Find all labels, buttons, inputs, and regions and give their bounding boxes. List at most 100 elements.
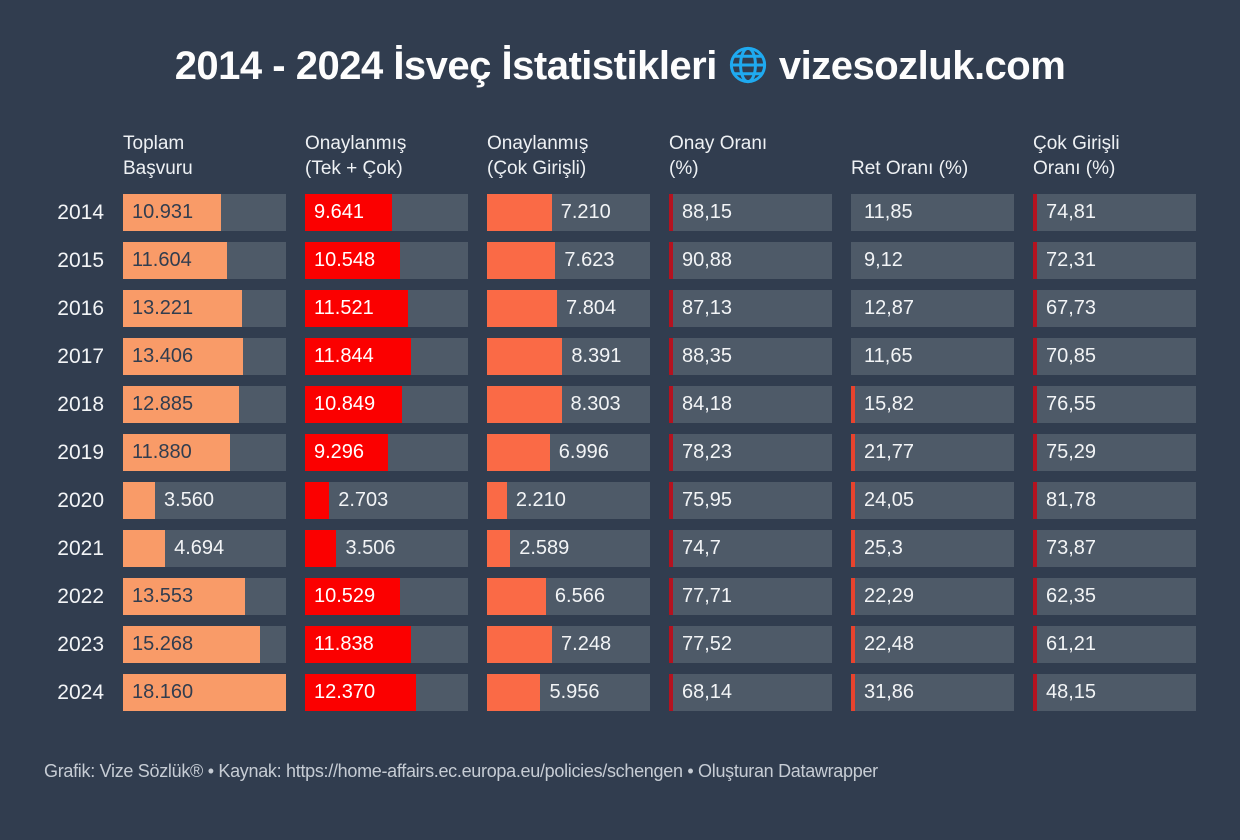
table-row: 2019 11.880 9.296 6.996 78,23 21,77 75,29 — [44, 434, 1196, 471]
percent-cell-onay-orani: 68,14 — [669, 674, 832, 711]
value-label: 8.303 — [570, 393, 621, 415]
percent-label: 15,82 — [864, 393, 915, 415]
bar-cell-toplam-basvuru: 13.553 — [123, 578, 286, 615]
bar-cell-onaylanmis-cok-girisli: 8.303 — [487, 386, 650, 423]
threshold-tick — [851, 530, 855, 567]
value-bar — [487, 674, 541, 711]
table-body: 2014 10.931 9.641 7.210 88,15 11,85 74,81 2015 1… — [44, 194, 1196, 722]
value-label: 7.804 — [566, 297, 617, 319]
percent-label: 90,88 — [682, 249, 733, 271]
bar-cell-onaylanmis-tek-cok: 11.838 — [305, 626, 468, 663]
percent-cell-ret-orani: 21,77 — [851, 434, 1014, 471]
percent-label: 11,85 — [864, 201, 913, 223]
bar-cell-onaylanmis-cok-girisli: 5.956 — [487, 674, 650, 711]
table-row: 2022 13.553 10.529 6.566 77,71 22,29 62,35 — [44, 578, 1196, 615]
table-header-row: Toplam Başvuru Onaylanmış (Tek + Çok) Onay… — [44, 131, 1196, 185]
bar-cell-onaylanmis-cok-girisli: 7.804 — [487, 290, 650, 327]
value-label: 18.160 — [132, 681, 194, 703]
value-bar — [487, 338, 563, 375]
value-bar — [487, 530, 511, 567]
table-row: 2021 4.694 3.506 2.589 74,7 25,3 73,87 — [44, 530, 1196, 567]
percent-cell-onay-orani: 88,15 — [669, 194, 832, 231]
value-bar — [123, 674, 286, 711]
year-label: 2016 — [57, 297, 104, 320]
year-label: 2017 — [57, 345, 104, 368]
percent-label: 9,12 — [864, 249, 903, 271]
percent-label: 12,87 — [864, 297, 915, 319]
value-bar — [123, 242, 228, 279]
percent-cell-ret-orani: 22,29 — [851, 578, 1014, 615]
bar-cell-onaylanmis-cok-girisli: 7.623 — [487, 242, 650, 279]
bar-cell-onaylanmis-tek-cok: 9.641 — [305, 194, 468, 231]
bar-cell-onaylanmis-tek-cok: 2.703 — [305, 482, 468, 519]
percent-cell-cok-girisli-orani: 74,81 — [1033, 194, 1196, 231]
value-label: 7.248 — [561, 633, 612, 655]
percent-label: 72,31 — [1046, 249, 1097, 271]
table-row: 2024 18.160 12.370 5.956 68,14 31,86 48,15 — [44, 674, 1196, 711]
percent-cell-onay-orani: 78,23 — [669, 434, 832, 471]
bar-cell-onaylanmis-cok-girisli: 7.248 — [487, 626, 650, 663]
threshold-tick — [851, 578, 855, 615]
value-label: 11.880 — [132, 441, 192, 463]
value-bar — [123, 194, 222, 231]
value-bar — [305, 290, 409, 327]
value-bar — [305, 386, 403, 423]
value-bar — [487, 386, 562, 423]
title-part-1: 2014 - 2024 İsveç İstatistikleri — [174, 44, 718, 88]
bar-cell-onaylanmis-tek-cok: 12.370 — [305, 674, 468, 711]
percent-cell-ret-orani: 31,86 — [851, 674, 1014, 711]
percent-label: 81,78 — [1046, 489, 1097, 511]
column-header-ret-orani: Ret Oranı (%) — [851, 158, 969, 179]
percent-label: 62,35 — [1046, 585, 1097, 607]
value-label: 13.553 — [132, 585, 194, 607]
value-bar — [123, 434, 230, 471]
threshold-tick — [1033, 434, 1037, 471]
bar-cell-onaylanmis-tek-cok: 10.548 — [305, 242, 468, 279]
value-label: 6.996 — [558, 441, 609, 463]
value-label: 5.956 — [549, 681, 600, 703]
value-bar — [123, 482, 155, 519]
footer-attribution: Grafik: Vize Sözlük® • Kaynak: https://h… — [44, 761, 878, 781]
year-label: 2021 — [57, 537, 104, 560]
bar-cell-toplam-basvuru: 18.160 — [123, 674, 286, 711]
bar-cell-onaylanmis-tek-cok: 3.506 — [305, 530, 468, 567]
percent-cell-cok-girisli-orani: 81,78 — [1033, 482, 1196, 519]
threshold-tick — [851, 434, 855, 471]
percent-cell-ret-orani: 9,12 — [851, 242, 1014, 279]
percent-label: 61,21 — [1046, 633, 1097, 655]
percent-label: 67,73 — [1046, 297, 1097, 319]
bar-cell-onaylanmis-cok-girisli: 2.589 — [487, 530, 650, 567]
title-part-2: vizesozluk.com — [778, 44, 1066, 88]
value-bar — [123, 290, 242, 327]
year-label: 2018 — [57, 393, 104, 416]
threshold-tick — [669, 290, 673, 327]
value-bar — [305, 242, 400, 279]
value-label: 11.604 — [132, 249, 192, 271]
globe-icon — [727, 44, 769, 96]
threshold-tick — [1033, 242, 1037, 279]
percent-cell-cok-girisli-orani: 61,21 — [1033, 626, 1196, 663]
value-bar — [487, 290, 558, 327]
value-label: 2.703 — [338, 489, 389, 511]
percent-label: 77,71 — [682, 585, 733, 607]
value-label: 2.589 — [519, 537, 570, 559]
year-label: 2019 — [57, 441, 104, 464]
value-label: 9.641 — [314, 201, 365, 223]
bar-cell-toplam-basvuru: 10.931 — [123, 194, 286, 231]
value-bar — [123, 530, 166, 567]
percent-cell-onay-orani: 84,18 — [669, 386, 832, 423]
threshold-tick — [669, 434, 673, 471]
value-bar — [305, 530, 337, 567]
percent-cell-onay-orani: 77,71 — [669, 578, 832, 615]
value-label: 10.529 — [314, 585, 376, 607]
percent-label: 74,7 — [682, 537, 721, 559]
value-label: 3.560 — [163, 489, 215, 511]
value-label: 12.370 — [314, 681, 376, 703]
year-label: 2020 — [57, 489, 104, 512]
value-bar — [305, 194, 392, 231]
percent-cell-ret-orani: 15,82 — [851, 386, 1014, 423]
percent-cell-onay-orani: 87,13 — [669, 290, 832, 327]
value-label: 8.391 — [571, 345, 622, 367]
bar-cell-onaylanmis-cok-girisli: 6.996 — [487, 434, 650, 471]
value-bar — [487, 242, 556, 279]
